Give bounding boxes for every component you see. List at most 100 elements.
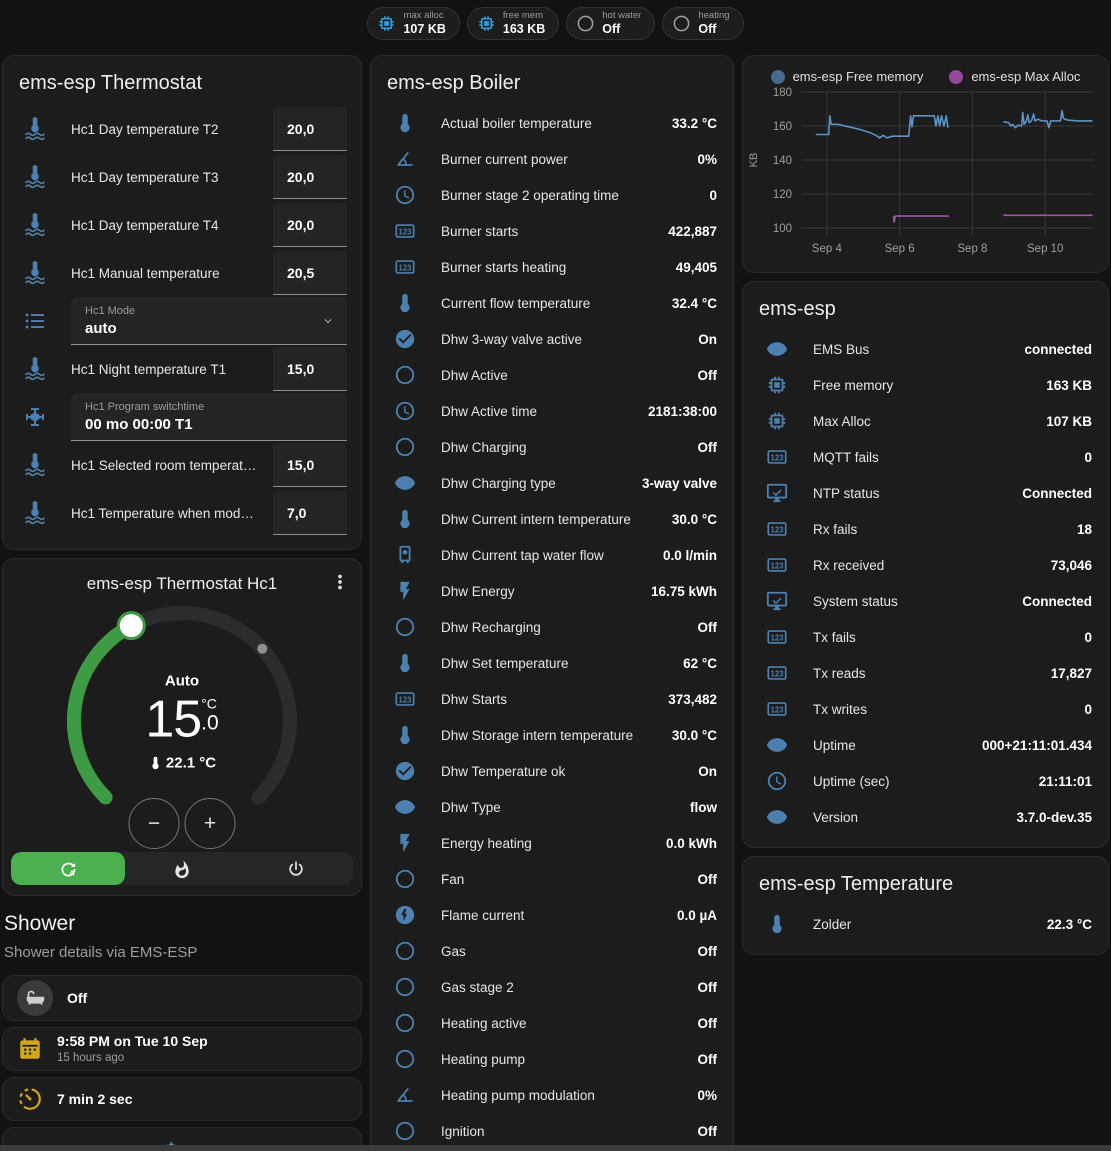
svg-text:Sep 10: Sep 10 <box>1027 243 1063 255</box>
history-line-chart[interactable]: 100 120 140 160 180 Sep 4 Sep 6 Sep 8 Sep 10 KB <box>743 86 1108 264</box>
entity-row[interactable]: System status Connected <box>757 583 1094 619</box>
check-circle-icon <box>394 760 416 782</box>
entity-row[interactable]: Uptime (sec) 21:11:01 <box>757 763 1094 799</box>
entity-row[interactable]: 123 Tx writes 0 <box>757 691 1094 727</box>
entity-row[interactable]: Actual boiler temperature 33.2 °C <box>385 105 719 141</box>
entity-row[interactable]: Burner current power 0% <box>385 141 719 177</box>
entity-row[interactable]: Max Alloc 107 KB <box>757 403 1094 439</box>
input-field[interactable]: 20,0 <box>273 107 347 151</box>
entity-row[interactable]: Zolder 22.3 °C <box>757 906 1094 942</box>
status-badge[interactable]: heating Off <box>662 7 744 40</box>
input-field[interactable]: 15,0 <box>273 347 347 391</box>
entity-row[interactable]: Heating pump modulation 0% <box>385 1077 719 1113</box>
entity-row[interactable]: Flame current 0.0 µA <box>385 897 719 933</box>
status-badge[interactable]: free mem 163 KB <box>466 7 560 40</box>
entity-row[interactable]: Current flow temperature 32.4 °C <box>385 285 719 321</box>
entity-name: Burner starts <box>441 223 519 239</box>
shower-entity-card[interactable]: 7 min 2 sec <box>2 1077 362 1121</box>
entity-row[interactable]: NTP status Connected <box>757 475 1094 511</box>
entity-row[interactable]: Gas Off <box>385 933 719 969</box>
input-field[interactable]: 20,5 <box>273 251 347 295</box>
entity-row[interactable]: 123 Rx fails 18 <box>757 511 1094 547</box>
entity-row[interactable]: 123 Burner starts 422,887 <box>385 213 719 249</box>
mode-button[interactable]: A <box>11 852 125 885</box>
entity-row[interactable]: 123 Dhw Starts 373,482 <box>385 681 719 717</box>
counter-icon: 123 <box>394 688 416 710</box>
entity-row[interactable]: EMS Bus connected <box>757 331 1094 367</box>
calendar-icon <box>17 1036 43 1062</box>
entity-row[interactable]: Version 3.7.0-dev.35 <box>757 799 1094 835</box>
thermometer-icon <box>766 913 788 935</box>
entity-row[interactable]: 123 MQTT fails 0 <box>757 439 1094 475</box>
entity-row[interactable]: Dhw Active Off <box>385 357 719 393</box>
entity-state: 0.0 kWh <box>665 835 717 851</box>
entity-row[interactable]: Dhw Type flow <box>385 789 719 825</box>
entity-row[interactable]: Fan Off <box>385 861 719 897</box>
more-options-icon[interactable] <box>329 571 351 593</box>
increase-temp-button[interactable]: + <box>184 798 236 849</box>
entity-state: 000+21:11:01.434 <box>982 737 1092 753</box>
entity-row[interactable]: Energy heating 0.0 kWh <box>385 825 719 861</box>
chevron-down-icon[interactable] <box>321 314 335 328</box>
entity-row[interactable]: Dhw Charging Off <box>385 429 719 465</box>
entity-row[interactable]: 123 Tx fails 0 <box>757 619 1094 655</box>
svg-text:123: 123 <box>399 695 413 704</box>
input-field[interactable]: 20,0 <box>273 203 347 247</box>
entity-row[interactable]: Dhw Recharging Off <box>385 609 719 645</box>
legend-label: ems-esp Max Alloc <box>971 69 1081 84</box>
entity-row[interactable]: Dhw Active time 2181:38:00 <box>385 393 719 429</box>
input-field[interactable]: 20,0 <box>273 155 347 199</box>
thermometer-icon <box>394 292 416 314</box>
thermometer-water-icon <box>23 357 47 381</box>
svg-text:120: 120 <box>773 189 792 201</box>
dial-handle[interactable] <box>116 611 146 641</box>
entity-row[interactable]: 123 Rx received 73,046 <box>757 547 1094 583</box>
entity-row[interactable]: Free memory 163 KB <box>757 367 1094 403</box>
dashboard-columns: ems-esp Thermostat Hc1 Day temperature T… <box>2 55 1109 1151</box>
decrease-temp-button[interactable]: − <box>128 798 180 849</box>
thermostat-dial[interactable] <box>22 591 342 841</box>
thermometer-water-icon <box>23 165 47 189</box>
input-field[interactable]: 15,0 <box>273 443 347 487</box>
eye-icon <box>766 734 788 756</box>
field-value: 00 mo 00:00 T1 <box>85 415 193 433</box>
entity-row[interactable]: Burner stage 2 operating time 0 <box>385 177 719 213</box>
entity-row[interactable]: Dhw Storage intern temperature 30.0 °C <box>385 717 719 753</box>
entity-row[interactable]: 123 Burner starts heating 49,405 <box>385 249 719 285</box>
status-badge[interactable]: hot water Off <box>566 7 656 40</box>
thermometer-water-icon <box>23 261 47 285</box>
entity-row[interactable]: Uptime 000+21:11:01.434 <box>757 727 1094 763</box>
legend-item[interactable]: ems-esp Max Alloc <box>949 69 1080 84</box>
thermostat-row: Hc1 Day temperature T3 20,0 <box>17 153 347 201</box>
entity-row[interactable]: 123 Tx reads 17,827 <box>757 655 1094 691</box>
entity-row[interactable]: Dhw Set temperature 62 °C <box>385 645 719 681</box>
entity-row[interactable]: Dhw Current intern temperature 30.0 °C <box>385 501 719 537</box>
circle-outline-icon <box>394 616 416 638</box>
svg-text:123: 123 <box>399 227 413 236</box>
shower-entity-card[interactable]: 9:58 PM on Tue 10 Sep 15 hours ago <box>2 1027 362 1071</box>
entity-state: 2181:38:00 <box>647 403 717 419</box>
mode-button[interactable] <box>239 852 353 885</box>
entity-row[interactable]: Ignition Off <box>385 1113 719 1149</box>
status-badge[interactable]: max alloc 107 KB <box>367 7 460 40</box>
entity-row[interactable]: Heating active Off <box>385 1005 719 1041</box>
entity-row[interactable]: Gas stage 2 Off <box>385 969 719 1005</box>
entity-state: 16.75 kWh <box>650 583 717 599</box>
input-field[interactable]: 7,0 <box>273 491 347 535</box>
svg-text:Sep 8: Sep 8 <box>957 243 987 255</box>
input-field[interactable]: Hc1 Program switchtime 00 mo 00:00 T1 <box>71 393 347 441</box>
entity-row[interactable]: Dhw Energy 16.75 kWh <box>385 573 719 609</box>
entity-state: Connected <box>1022 593 1092 609</box>
entity-state: 21:11:01 <box>1038 773 1092 789</box>
entity-name: Ignition <box>441 1123 485 1139</box>
mode-button[interactable] <box>125 852 239 885</box>
entity-row[interactable]: Dhw 3-way valve active On <box>385 321 719 357</box>
legend-item[interactable]: ems-esp Free memory <box>770 69 923 84</box>
entity-row[interactable]: Dhw Charging type 3-way valve <box>385 465 719 501</box>
shower-entity-card[interactable]: Off <box>2 975 362 1021</box>
entity-row[interactable]: Dhw Current tap water flow 0.0 l/min <box>385 537 719 573</box>
input-field[interactable]: Hc1 Mode auto <box>71 297 347 345</box>
entity-row[interactable]: Heating pump Off <box>385 1041 719 1077</box>
entity-row[interactable]: Dhw Temperature ok On <box>385 753 719 789</box>
svg-text:123: 123 <box>771 669 785 678</box>
